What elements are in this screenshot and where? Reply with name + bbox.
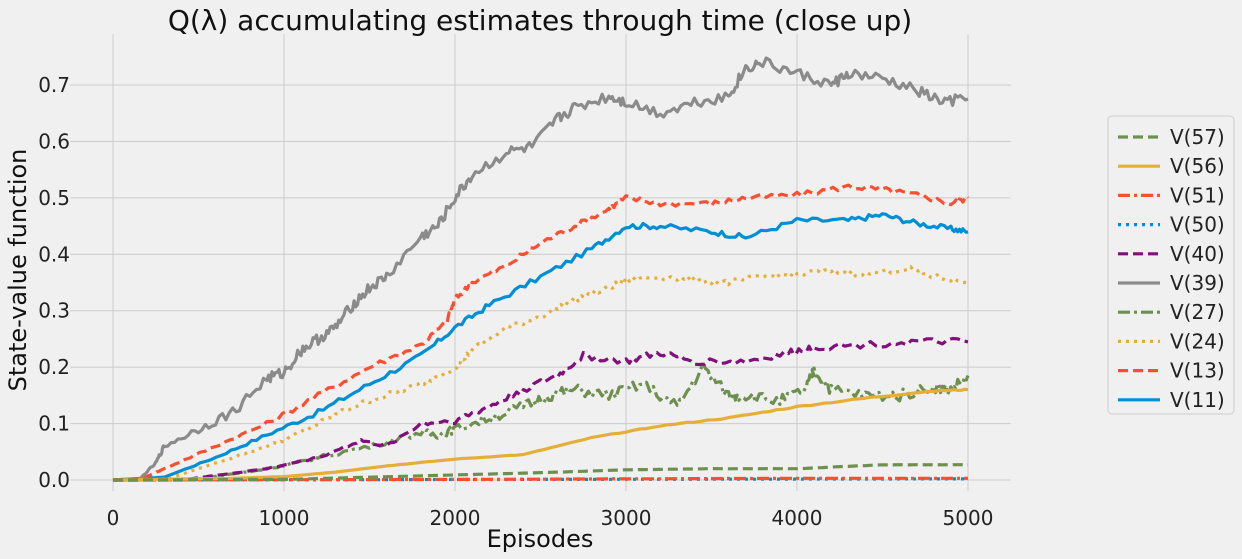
- y-tick-label: 0.7: [38, 73, 70, 97]
- y-tick-label: 0.3: [38, 299, 70, 323]
- legend-frame: [1107, 115, 1235, 415]
- series-line-v51: [112, 476, 968, 482]
- series-line-v11: [112, 212, 969, 482]
- y-tick-label: 0.2: [38, 355, 70, 379]
- legend-label: V(50): [1170, 213, 1225, 237]
- chart-title: Q(λ) accumulating estimates through time…: [168, 4, 912, 37]
- grid: [70, 34, 1011, 492]
- x-tick-label: 0: [107, 506, 120, 530]
- series-line-v50: [112, 477, 968, 482]
- series-line-v40: [113, 336, 969, 482]
- series-line-v13: [113, 183, 970, 482]
- y-axis-label: State-value function: [4, 149, 32, 392]
- y-tick-label: 0.1: [38, 412, 70, 436]
- series-line-v27: [112, 361, 970, 482]
- series-line-v39: [113, 56, 969, 482]
- y-tick-label: 0.4: [38, 242, 70, 266]
- series-layer: [112, 56, 970, 482]
- legend-label: V(51): [1170, 183, 1225, 207]
- y-tick-label: 0.6: [38, 129, 70, 153]
- y-tick-label: 0.0: [38, 468, 70, 492]
- x-tick-label: 4000: [772, 506, 823, 530]
- legend-label: V(56): [1170, 154, 1225, 178]
- legend-label: V(27): [1170, 300, 1225, 324]
- legend-label: V(57): [1170, 125, 1225, 149]
- legend-label: V(11): [1170, 388, 1225, 412]
- x-axis-label: Episodes: [487, 525, 594, 553]
- x-tick-label: 2000: [430, 506, 481, 530]
- series-line-v57: [112, 463, 969, 482]
- legend: V(57) V(56) V(51) V(50) V(40) V(39) V(27) V(24)…: [1107, 115, 1235, 415]
- legend-label: V(39): [1170, 271, 1225, 295]
- y-tick-label: 0.5: [38, 186, 70, 210]
- x-tick-label: 1000: [259, 506, 310, 530]
- legend-label: V(13): [1170, 359, 1225, 383]
- legend-label: V(24): [1170, 329, 1225, 353]
- tick-labels: 0 1000 2000 3000 4000 5000 0.0 0.1 0.2 0.3 0.4 0.5 0…: [38, 73, 993, 530]
- legend-label: V(40): [1170, 242, 1225, 266]
- series-line-v56: [112, 387, 969, 482]
- x-tick-label: 5000: [943, 506, 994, 530]
- series-line-v24: [113, 265, 968, 482]
- x-tick-label: 3000: [601, 506, 652, 530]
